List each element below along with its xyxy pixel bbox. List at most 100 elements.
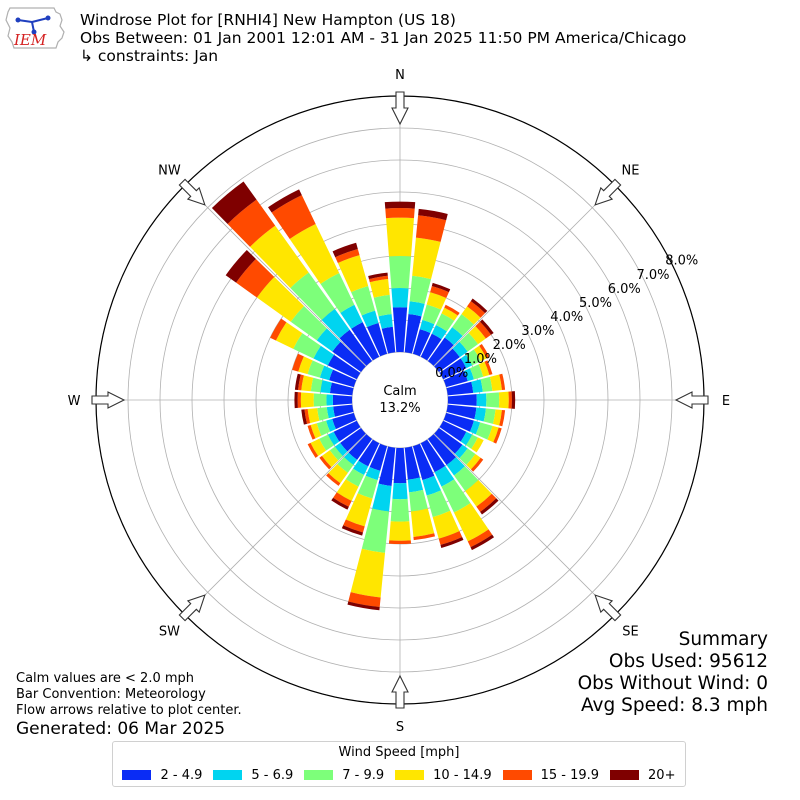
windrose-bar (426, 490, 451, 518)
windrose-bar (388, 540, 412, 545)
windrose-bar (340, 427, 366, 452)
windrose-bar (369, 278, 390, 298)
windrose-bar (467, 301, 486, 318)
windrose-bar (487, 425, 499, 443)
windrose-bar (439, 420, 467, 442)
windrose-bar (452, 314, 474, 336)
direction-label: SW (159, 625, 180, 640)
windrose-bar (453, 502, 489, 542)
legend-title: Wind Speed [mph] (338, 745, 460, 760)
windrose-bar (351, 322, 380, 361)
obs-range: Obs Between: 01 Jan 2001 12:01 AM - 31 J… (80, 29, 687, 47)
windrose-bar (446, 404, 477, 420)
windrose-bar (418, 208, 448, 221)
legend-item: 2 - 4.9 (122, 766, 202, 784)
windrose-bar (443, 370, 468, 388)
radial-tick-label: 7.0% (636, 268, 669, 283)
windrose-bar (332, 394, 353, 406)
windrose-bar (470, 298, 488, 314)
windrose-bar (352, 460, 369, 476)
radial-tick-label: 4.0% (550, 310, 583, 325)
windrose-bar (366, 322, 388, 357)
windrose-bar (327, 431, 340, 446)
summary-title: Summary (678, 629, 768, 650)
windrose-bar (333, 404, 354, 417)
radial-tick-label: 2.0% (493, 338, 526, 353)
windrose-bar (268, 189, 302, 213)
radial-tick-label: 3.0% (521, 324, 554, 339)
windrose-bar (332, 242, 358, 258)
windrose-bar (316, 328, 341, 352)
windrose-bar (329, 446, 343, 461)
legend-item: 15 - 19.9 (502, 766, 599, 784)
windrose-bar (409, 489, 428, 512)
windrose-bar (327, 354, 361, 380)
windrose-bar (407, 477, 424, 493)
windrose-bar (340, 304, 363, 329)
windrose-bar (480, 376, 493, 392)
windrose-bar (475, 321, 492, 339)
windrose-bar (317, 407, 329, 421)
radial-tick-label: 8.0% (665, 254, 698, 269)
windrose-bar (358, 439, 380, 467)
windrose-bar (471, 379, 483, 393)
windrose-bar (441, 307, 458, 321)
windrose-bar (479, 343, 490, 359)
windrose-bar (294, 391, 298, 409)
legend-label: 7 - 9.9 (342, 767, 385, 783)
windrose-bar (476, 493, 497, 512)
windrose-bar (326, 406, 335, 419)
windrose-bar (460, 431, 473, 446)
calm-value: 13.2% (379, 401, 420, 416)
windrose-bar (310, 377, 323, 393)
windrose-bar (459, 448, 476, 465)
grid-spoke (433, 184, 616, 367)
windrose-bar (434, 348, 460, 373)
windrose-bar (461, 306, 481, 325)
windrose-bar (486, 392, 500, 408)
direction-label: N (395, 68, 405, 83)
windrose-bar (460, 354, 473, 369)
windrose-bar (447, 394, 477, 406)
windrose-bar (432, 510, 460, 539)
windrose-bar (236, 258, 275, 298)
windrose-bar (304, 409, 311, 424)
windrose-bar (307, 442, 319, 458)
logo-text: IEM (13, 31, 47, 49)
windrose-bar (489, 374, 502, 391)
legend-item: 5 - 6.9 (213, 766, 293, 784)
legend-swatch (304, 770, 334, 780)
windrose-bar (452, 341, 468, 358)
windrose-bar (290, 305, 327, 341)
direction-label: E (722, 394, 730, 409)
windrose-bar (310, 438, 327, 457)
legend-label: 2 - 4.9 (160, 767, 203, 783)
windrose-bar (404, 446, 420, 480)
windrose-bar (350, 548, 386, 598)
windrose-bar (508, 391, 512, 409)
windrose-bar (471, 437, 484, 453)
direction-markers: N NE E SE S SW W NW (68, 68, 731, 735)
windrose-bar (292, 353, 304, 372)
windrose-bar (333, 420, 361, 442)
calm-label: Calm (383, 384, 416, 399)
windrose-bar (431, 324, 448, 340)
windrose-bar (480, 498, 499, 515)
direction-arrow (391, 674, 409, 709)
windrose-bar (478, 361, 490, 377)
direction-label: S (396, 720, 404, 735)
windrose-bar (444, 327, 463, 346)
windrose-bar (384, 201, 416, 209)
windrose-bar (225, 249, 256, 283)
windrose-bar (344, 452, 358, 466)
windrose-bar (484, 360, 493, 376)
windrose-bar (385, 207, 415, 219)
windrose-bar (434, 427, 463, 454)
windrose-bar (467, 529, 493, 548)
direction-arrow (594, 178, 622, 206)
windrose-bar (316, 420, 331, 436)
windrose-bar (337, 457, 354, 473)
windrose-bar (431, 282, 451, 293)
windrose-bar (446, 457, 465, 476)
